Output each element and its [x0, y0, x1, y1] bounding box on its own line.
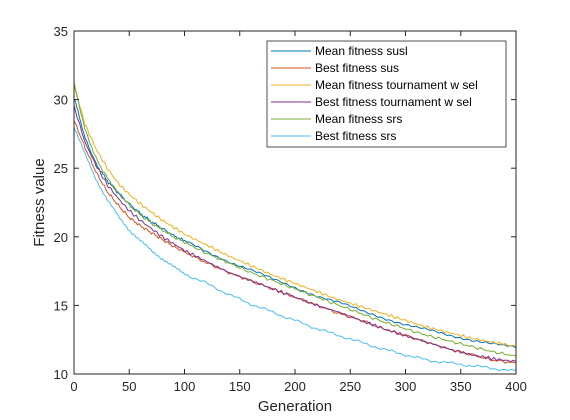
ticks: 0 50 100 150 200 250 300 350 400 10 15 20 25 30 35 — [54, 24, 527, 394]
series-line — [73, 84, 517, 348]
y-axis-label: Fitness value — [31, 158, 48, 246]
y-tick-label: 30 — [54, 93, 68, 108]
legend-entry: Best fitness srs — [315, 129, 396, 143]
legend-entry: Mean fitness susl — [315, 44, 408, 58]
legend-entry: Best fitness tournament w sel — [315, 95, 472, 109]
series-line — [73, 127, 517, 372]
series-line — [73, 82, 517, 357]
x-tick-label: 200 — [284, 379, 306, 394]
x-tick-label: 100 — [174, 379, 196, 394]
legend-entry: Best fitness sus — [315, 61, 399, 75]
legend-box — [266, 40, 507, 148]
y-tick-label: 35 — [54, 24, 68, 39]
x-tick-label: 300 — [395, 379, 417, 394]
x-tick-label: 250 — [339, 379, 361, 394]
x-tick-label: 50 — [122, 379, 136, 394]
legend-entry: Mean fitness tournament w sel — [315, 78, 478, 92]
x-tick-label: 350 — [450, 379, 472, 394]
x-tick-label: 150 — [229, 379, 251, 394]
y-tick-label: 25 — [54, 161, 68, 176]
x-tick-label: 400 — [505, 379, 527, 394]
y-tick-label: 20 — [54, 230, 68, 245]
x-axis-label: Generation — [258, 398, 332, 415]
legend: Mean fitness susl Best fitness sus Mean fi… — [266, 40, 507, 148]
series-lines — [73, 82, 517, 372]
legend-entry: Mean fitness srs — [315, 112, 402, 126]
x-tick-label: 0 — [70, 379, 77, 394]
y-tick-label: 15 — [54, 298, 68, 313]
y-tick-label: 10 — [54, 367, 68, 382]
series-line — [73, 104, 517, 363]
